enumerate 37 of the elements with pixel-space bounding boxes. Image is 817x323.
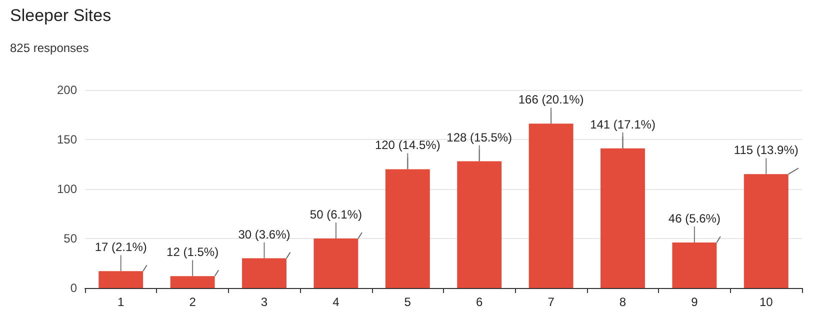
data-label: 166 (20.1%) bbox=[518, 92, 584, 107]
bar bbox=[600, 148, 645, 288]
bar bbox=[672, 242, 717, 288]
data-label: 46 (5.6%) bbox=[668, 211, 720, 226]
x-tick-label: 10 bbox=[759, 295, 774, 309]
x-tick-label: 5 bbox=[404, 295, 412, 309]
bar bbox=[528, 124, 574, 288]
y-tick-label: 150 bbox=[56, 132, 78, 146]
data-label: 17 (2.1%) bbox=[94, 240, 147, 254]
bar bbox=[457, 161, 502, 288]
bar bbox=[314, 238, 358, 288]
bar bbox=[385, 169, 430, 288]
x-tick-label: 8 bbox=[619, 295, 626, 309]
data-label: 141 (17.1%) bbox=[590, 117, 656, 132]
x-tick-label: 7 bbox=[548, 295, 555, 309]
y-tick-label: 50 bbox=[64, 232, 78, 246]
data-label: 120 (14.5%) bbox=[374, 138, 440, 152]
y-tick-label: 100 bbox=[56, 182, 78, 196]
x-tick-label: 2 bbox=[189, 295, 196, 309]
bar bbox=[98, 271, 144, 288]
x-tick-label: 3 bbox=[260, 295, 268, 309]
chart-title: Sleeper Sites bbox=[10, 6, 112, 25]
data-label: 50 (6.1%) bbox=[310, 208, 362, 222]
x-tick-label: 6 bbox=[476, 295, 484, 309]
data-label: 30 (3.6%) bbox=[238, 227, 290, 242]
data-label: 128 (15.5%) bbox=[446, 130, 512, 144]
data-label: 115 (13.9%) bbox=[734, 143, 798, 158]
y-tick-label: 0 bbox=[70, 281, 78, 295]
bar bbox=[242, 258, 286, 288]
y-tick-label: 200 bbox=[56, 83, 78, 97]
chart-subtitle: 825 responses bbox=[10, 41, 89, 55]
x-tick-label: 4 bbox=[332, 295, 340, 309]
bar bbox=[170, 276, 215, 288]
data-label: 12 (1.5%) bbox=[166, 245, 219, 260]
x-tick-label: 9 bbox=[691, 295, 698, 309]
x-tick-label: 1 bbox=[118, 295, 125, 309]
bar bbox=[744, 174, 788, 288]
